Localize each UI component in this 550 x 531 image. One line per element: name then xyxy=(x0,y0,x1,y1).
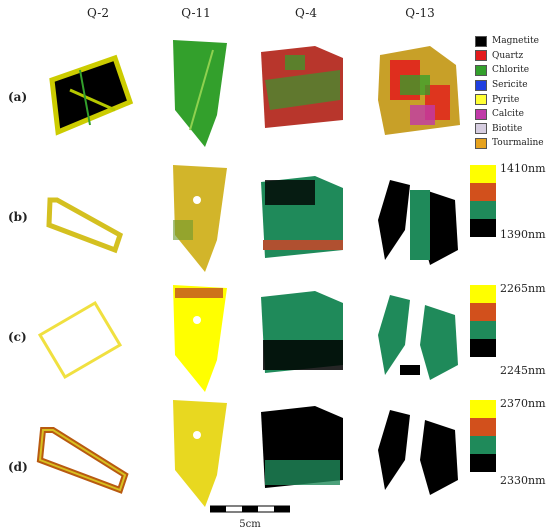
column-title-q4: Q-4 xyxy=(295,6,317,20)
map-c-q4 xyxy=(261,291,343,373)
legend-swatch xyxy=(475,137,487,149)
map-d-q11 xyxy=(173,400,227,507)
map-c-q2 xyxy=(37,300,123,380)
legend-swatch xyxy=(475,35,487,47)
wavelength-scalebar-c xyxy=(470,285,496,357)
bottom-scale-bar: 5cm xyxy=(209,500,291,530)
row-label-a: (a) xyxy=(8,90,28,104)
legend-swatch xyxy=(475,79,487,91)
scalebar-b-top-label: 1410nm xyxy=(500,162,546,175)
legend-swatch xyxy=(475,94,487,106)
row-label-b: (b) xyxy=(8,210,28,224)
map-d-q4 xyxy=(261,406,343,488)
map-b-q2 xyxy=(46,197,124,254)
scalebar-d-top-label: 2370nm xyxy=(500,397,546,410)
bottom-scale-label: 5cm xyxy=(239,519,261,530)
legend-swatch xyxy=(475,123,487,135)
column-title-q11: Q-11 xyxy=(181,6,211,20)
column-title-q2: Q-2 xyxy=(87,6,109,20)
legend-item-quartz: Quartz xyxy=(475,49,544,64)
wavelength-scalebar-d xyxy=(470,400,496,472)
map-a-q2 xyxy=(49,54,134,136)
map-a-q13 xyxy=(378,46,460,135)
legend-swatch xyxy=(475,50,487,62)
map-d-q2 xyxy=(36,427,129,494)
map-c-q11 xyxy=(173,285,227,392)
legend-item-pyrite: Pyrite xyxy=(475,92,544,107)
map-a-q11 xyxy=(173,40,227,147)
scalebar-c-bottom-label: 2245nm xyxy=(500,364,546,377)
legend-item-biotite: Biotite xyxy=(475,122,544,137)
map-d-q13 xyxy=(378,410,458,495)
legend-item-sericite: Sericite xyxy=(475,78,544,93)
map-c-q13 xyxy=(378,295,458,380)
legend-item-calcite: Calcite xyxy=(475,107,544,122)
legend-item-magnetite: Magnetite xyxy=(475,34,544,49)
mineral-legend: Magnetite Quartz Chlorite Sericite Pyrit… xyxy=(475,34,544,151)
legend-swatch xyxy=(475,108,487,120)
scalebar-d-bottom-label: 2330nm xyxy=(500,474,546,487)
legend-swatch xyxy=(475,64,487,76)
scalebar-c-top-label: 2265nm xyxy=(500,282,546,295)
map-b-q4 xyxy=(261,176,343,258)
column-title-q13: Q-13 xyxy=(405,6,435,20)
row-label-d: (d) xyxy=(8,460,28,474)
map-b-q13 xyxy=(378,180,458,265)
legend-item-tourmaline: Tourmaline xyxy=(475,136,544,151)
map-a-q4 xyxy=(261,46,343,128)
map-b-q11 xyxy=(173,165,227,272)
wavelength-scalebar-b xyxy=(470,165,496,237)
scalebar-b-bottom-label: 1390nm xyxy=(500,228,546,241)
row-label-c: (c) xyxy=(8,330,27,344)
legend-item-chlorite: Chlorite xyxy=(475,63,544,78)
